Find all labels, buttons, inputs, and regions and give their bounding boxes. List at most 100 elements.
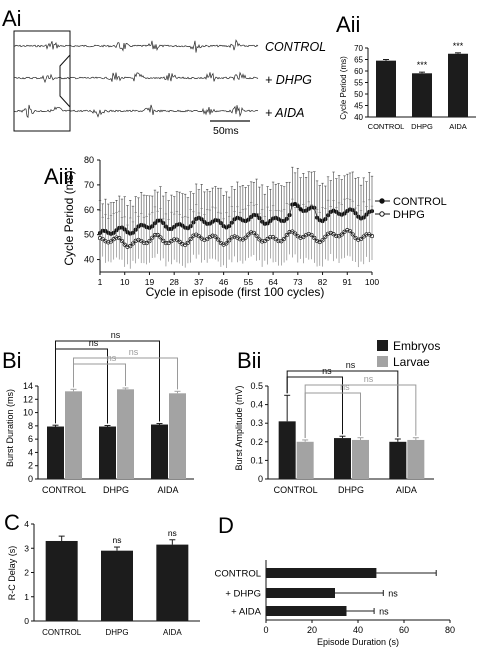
aii-y-tick-label: 55 bbox=[354, 79, 363, 88]
bii-y-tick-label: 0.3 bbox=[250, 418, 263, 428]
bii-bar-larvae bbox=[296, 441, 314, 479]
aiii-y-tick-label: 70 bbox=[84, 180, 94, 190]
d-bar bbox=[266, 606, 347, 616]
chart-c: R-C Delay (s) 0 1 2 3 4 CONTROL DHPG ns AIDA ns bbox=[7, 519, 200, 637]
aiii-y-tick-label: 50 bbox=[84, 230, 94, 240]
bii-ns-bracket bbox=[304, 392, 361, 438]
panel-label-d: D bbox=[218, 513, 234, 538]
bi-bar-embryos bbox=[99, 426, 116, 479]
bii-category-label: CONTROL bbox=[274, 485, 318, 495]
aii-bar bbox=[412, 73, 432, 117]
aii-category-label: CONTROL bbox=[368, 122, 405, 131]
bii-y-tick-label: 0.1 bbox=[250, 455, 263, 465]
aii-y-tick-label: 70 bbox=[354, 44, 363, 53]
panel-label-bi: Bi bbox=[2, 348, 22, 373]
c-ylabel: R-C Delay (s) bbox=[7, 546, 17, 601]
bi-y-tick-label: 2 bbox=[28, 461, 33, 471]
panel-label-aii: Aii bbox=[336, 12, 360, 37]
traces-panel: CONTROL + DHPG + AIDA 50ms bbox=[13, 30, 326, 137]
bi-y-tick-label: 14 bbox=[23, 381, 33, 391]
bi-y-tick-label: 6 bbox=[28, 434, 33, 444]
legend-larvae-swatch bbox=[377, 356, 388, 367]
bi-ns-label: ns bbox=[89, 338, 99, 348]
bii-y-tick-label: 0.4 bbox=[250, 400, 263, 410]
bii-y-tick-label: 0.2 bbox=[250, 437, 263, 447]
bi-ns-bracket bbox=[55, 340, 160, 424]
cpanel-bar bbox=[101, 550, 133, 621]
d-category-label: + AIDA bbox=[231, 607, 261, 618]
d-x-tick-label: 0 bbox=[263, 625, 268, 635]
aiii-legend-marker bbox=[379, 198, 385, 204]
bii-bar-embryos bbox=[278, 421, 296, 479]
aiii-x-tick-label: 1 bbox=[98, 277, 103, 287]
aiii-legend-control: CONTROL bbox=[393, 196, 447, 208]
chart-bi: Burst Duration (ms) 0 2 4 6 8 10 12 14 CONTROL DH… bbox=[5, 330, 194, 495]
legend-embryos-swatch bbox=[377, 340, 388, 351]
chart-d: Episode Duration (s) 0 20 40 60 80 CONTROL + D… bbox=[215, 560, 455, 647]
aii-significance-label: *** bbox=[453, 41, 464, 51]
aii-ylabel: Cycle Period (ms) bbox=[339, 56, 348, 120]
d-x-tick-label: 40 bbox=[353, 625, 363, 635]
bi-y-tick-label: 8 bbox=[28, 421, 33, 431]
aiii-x-tick-label: 28 bbox=[169, 277, 179, 287]
trace-label-control: CONTROL bbox=[265, 40, 326, 54]
aiii-y-tick-label: 40 bbox=[84, 255, 94, 265]
bii-y-tick-label: 0 bbox=[258, 474, 263, 484]
d-significance-label: ns bbox=[379, 607, 389, 617]
d-significance-label: ns bbox=[388, 589, 398, 599]
bi-ns-bracket bbox=[73, 357, 178, 390]
panel-label-aiii: Aiii bbox=[44, 164, 73, 189]
chart-bii: Burst Amplitude (mV) Embryos Larvae 0 0.1… bbox=[234, 339, 440, 495]
aii-significance-label: *** bbox=[417, 60, 428, 70]
aiii-series-line bbox=[99, 203, 373, 235]
bi-ns-bracket bbox=[73, 363, 126, 388]
bi-y-tick-label: 12 bbox=[23, 394, 33, 404]
bii-bar-embryos bbox=[389, 441, 407, 479]
aii-y-tick-label: 60 bbox=[354, 67, 363, 76]
bii-ns-label: ns bbox=[340, 382, 350, 392]
d-bar bbox=[266, 568, 377, 578]
chart-aiii: Cycle Period (ms) Cycle in episode (firs… bbox=[62, 155, 447, 299]
cpanel-significance-label: ns bbox=[113, 535, 122, 545]
aii-y-tick-label: 65 bbox=[354, 56, 363, 65]
aiii-x-tick-label: 10 bbox=[120, 277, 130, 287]
bii-bar-embryos bbox=[334, 438, 351, 479]
d-x-tick-label: 20 bbox=[307, 625, 317, 635]
chart-aii: Cycle Period (ms) 40 45 50 55 60 65 70 CONTROL D… bbox=[339, 41, 476, 131]
aiii-y-tick-label: 80 bbox=[84, 155, 94, 165]
d-x-tick-label: 60 bbox=[399, 625, 409, 635]
bii-ns-bracket bbox=[304, 384, 417, 438]
legend-larvae-label: Larvae bbox=[393, 355, 430, 369]
cpanel-y-tick-label: 0 bbox=[24, 616, 29, 626]
cpanel-y-tick-label: 1 bbox=[24, 592, 29, 602]
bii-bar-larvae bbox=[407, 439, 425, 479]
bii-bar-larvae bbox=[352, 439, 369, 479]
trace-window-box bbox=[13, 30, 71, 132]
aii-category-label: AIDA bbox=[449, 122, 467, 131]
aiii-x-tick-label: 82 bbox=[318, 277, 328, 287]
panel-label-bii: Bii bbox=[237, 348, 261, 373]
bi-category-label: DHPG bbox=[103, 485, 129, 495]
aiii-x-tick-label: 46 bbox=[219, 277, 229, 287]
panel-label-ai: Ai bbox=[2, 6, 22, 31]
d-category-label: CONTROL bbox=[215, 569, 261, 580]
d-bar bbox=[266, 588, 335, 598]
bi-category-label: CONTROL bbox=[42, 485, 86, 495]
panel-label-c: C bbox=[4, 510, 20, 535]
bi-category-label: AIDA bbox=[157, 485, 178, 495]
bii-category-label: DHPG bbox=[338, 485, 364, 495]
bi-bar-embryos bbox=[151, 424, 168, 479]
d-x-tick-label: 80 bbox=[445, 625, 455, 635]
cpanel-category-label: DHPG bbox=[105, 628, 128, 637]
bi-ns-label: ns bbox=[111, 330, 121, 340]
scalebar-label: 50ms bbox=[213, 125, 239, 137]
trace-dhpg bbox=[13, 71, 259, 84]
bii-category-label: AIDA bbox=[396, 485, 417, 495]
aiii-legend-marker bbox=[379, 211, 385, 217]
aiii-x-tick-label: 73 bbox=[293, 277, 303, 287]
aii-y-tick-label: 45 bbox=[354, 102, 363, 111]
aiii-legend-dhpg: DHPG bbox=[393, 209, 425, 221]
aiii-ylabel: Cycle Period (ms) bbox=[62, 170, 76, 265]
bii-ns-bracket bbox=[286, 370, 399, 438]
